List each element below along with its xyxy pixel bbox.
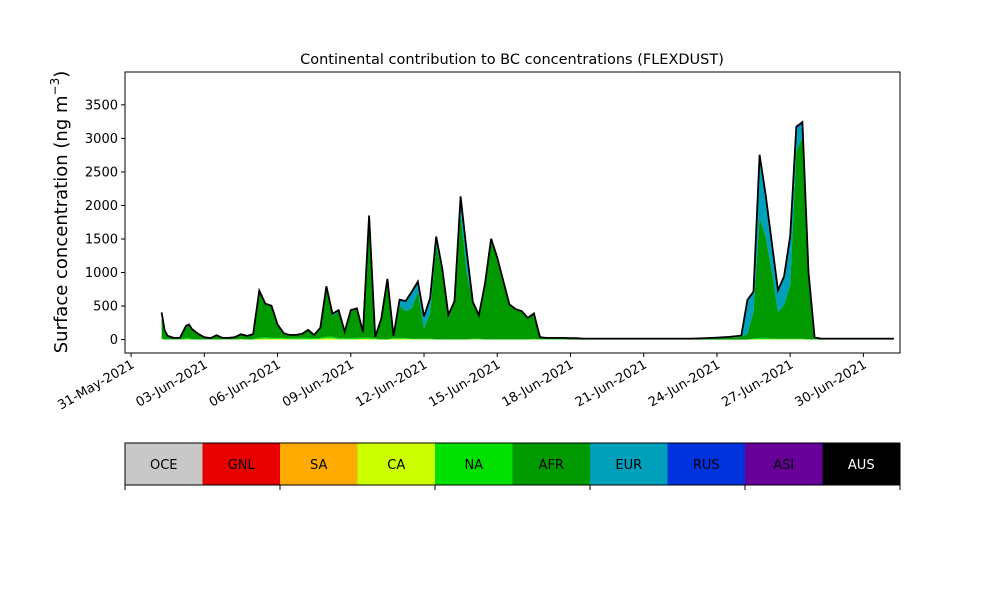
x-tick-label: 15-Jun-2021 (426, 357, 503, 410)
color-legend-bar: OCE GNL SA CA NA AFR EUR RUS ASI AUS (124, 442, 901, 490)
legend-swatch-na (435, 443, 513, 485)
y-axis-label: Surface concentration (ng m−3) (48, 71, 72, 354)
legend-label-ca: CA (387, 458, 405, 473)
x-tick-label: 21-Jun-2021 (573, 357, 650, 410)
area-series-na (161, 336, 894, 340)
legend-label-eur: EUR (615, 458, 642, 473)
legend-swatch-aus (822, 443, 900, 485)
x-tick-label: 30-Jun-2021 (793, 357, 870, 410)
legend-swatch-asi (745, 443, 823, 485)
y-tick-label: 500 (93, 300, 118, 315)
legend-swatch-ca (357, 443, 435, 485)
y-tick-label: 2500 (85, 165, 118, 180)
x-axis: 31-May-202103-Jun-202106-Jun-202109-Jun-… (55, 353, 869, 413)
legend-swatch-gnl (202, 443, 280, 485)
y-axis-label-close: ) (51, 71, 72, 78)
x-tick-label: 12-Jun-2021 (353, 357, 430, 410)
x-tick-label: 18-Jun-2021 (500, 357, 577, 410)
x-tick-label: 31-May-2021 (55, 357, 137, 413)
legend-label-gnl: GNL (228, 458, 256, 473)
y-tick-label: 3500 (85, 98, 118, 113)
y-tick-label: 1000 (85, 266, 118, 281)
y-axis-label-exponent: −3 (48, 78, 62, 96)
plot-frame (124, 71, 901, 354)
total-concentration-line (160, 120, 894, 340)
legend-label-sa: SA (310, 458, 327, 473)
legend-label-rus: RUS (693, 458, 720, 473)
legend-frame (124, 442, 901, 486)
y-axis: 0 500 1000 1500 2000 2500 3000 3500 (85, 98, 125, 348)
legend-label-asi: ASI (773, 458, 794, 473)
chart-title: Continental contribution to BC concentra… (300, 52, 724, 68)
x-tick-label: 06-Jun-2021 (207, 357, 284, 410)
y-tick-label: 0 (110, 333, 118, 348)
legend-label-afr: AFR (539, 458, 564, 473)
x-tick-label: 24-Jun-2021 (646, 357, 723, 410)
legend-label-na: NA (464, 458, 483, 473)
y-tick-label: 3000 (85, 132, 118, 147)
legend-swatch-eur (590, 443, 668, 485)
legend-swatch-oce (125, 443, 203, 485)
x-tick-label: 27-Jun-2021 (719, 357, 796, 410)
y-axis-label-main: Surface concentration (ng m (51, 95, 72, 353)
legend-swatch-rus (667, 443, 745, 485)
legend-swatch-afr (512, 443, 590, 485)
legend-label-oce: OCE (150, 458, 178, 473)
y-tick-label: 1500 (85, 232, 118, 247)
legend-label-aus: AUS (848, 458, 875, 473)
legend-swatch-sa (280, 443, 358, 485)
x-tick-label: 09-Jun-2021 (280, 357, 357, 410)
area-series-afr (161, 137, 894, 340)
stacked-areas (161, 122, 894, 340)
x-tick-label: 03-Jun-2021 (134, 357, 211, 410)
y-tick-label: 2000 (85, 199, 118, 214)
